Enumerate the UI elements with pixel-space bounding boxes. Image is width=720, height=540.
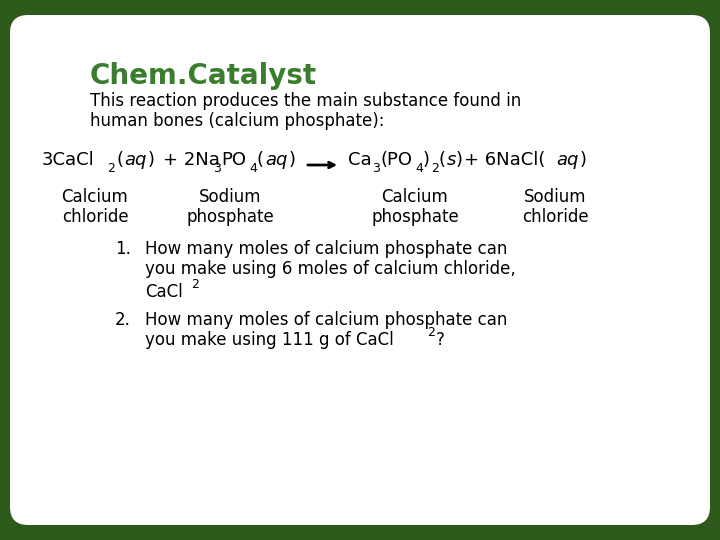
Text: aq: aq: [556, 151, 578, 169]
Text: phosphate: phosphate: [371, 208, 459, 226]
Text: human bones (calcium phosphate):: human bones (calcium phosphate):: [90, 112, 384, 130]
Text: 2: 2: [107, 162, 115, 175]
Text: Chem.Catalyst: Chem.Catalyst: [90, 62, 317, 90]
Text: (: (: [116, 151, 123, 169]
Text: ): ): [148, 151, 155, 169]
Text: 3: 3: [213, 162, 221, 175]
Text: 4: 4: [415, 162, 423, 175]
Text: (PO: (PO: [380, 151, 412, 169]
Text: ?: ?: [436, 331, 445, 349]
Text: ): ): [580, 151, 587, 169]
Text: How many moles of calcium phosphate can: How many moles of calcium phosphate can: [145, 311, 508, 329]
Text: ): ): [423, 151, 430, 169]
Text: Ca: Ca: [348, 151, 372, 169]
Text: 2: 2: [427, 326, 435, 339]
Text: 3: 3: [372, 162, 380, 175]
Text: chloride: chloride: [522, 208, 588, 226]
Text: (: (: [439, 151, 446, 169]
Text: + 6NaCl(: + 6NaCl(: [464, 151, 545, 169]
Text: Calcium: Calcium: [62, 188, 128, 206]
Text: This reaction produces the main substance found in: This reaction produces the main substanc…: [90, 92, 521, 110]
Text: 2: 2: [431, 162, 439, 175]
Text: 2: 2: [191, 278, 199, 291]
Text: PO: PO: [221, 151, 246, 169]
Text: 2.: 2.: [115, 311, 131, 329]
Text: Sodium: Sodium: [199, 188, 261, 206]
Text: 1.: 1.: [115, 240, 131, 258]
Text: ): ): [289, 151, 296, 169]
FancyBboxPatch shape: [10, 15, 710, 525]
Text: + 2Na: + 2Na: [163, 151, 220, 169]
Text: 4: 4: [249, 162, 257, 175]
Text: aq: aq: [265, 151, 287, 169]
Text: How many moles of calcium phosphate can: How many moles of calcium phosphate can: [145, 240, 508, 258]
Text: aq: aq: [124, 151, 146, 169]
Text: phosphate: phosphate: [186, 208, 274, 226]
Text: you make using 111 g of CaCl: you make using 111 g of CaCl: [145, 331, 394, 349]
Text: ): ): [456, 151, 463, 169]
Text: Calcium: Calcium: [382, 188, 449, 206]
Text: chloride: chloride: [62, 208, 128, 226]
Text: s: s: [447, 151, 456, 169]
Text: CaCl: CaCl: [145, 283, 183, 301]
Text: ◄◄  ◄  ►: ◄◄ ◄ ►: [620, 484, 682, 498]
Text: Sodium: Sodium: [523, 188, 586, 206]
Text: 3CaCl: 3CaCl: [42, 151, 95, 169]
Text: you make using 6 moles of calcium chloride,: you make using 6 moles of calcium chlori…: [145, 260, 516, 278]
Text: (: (: [257, 151, 264, 169]
